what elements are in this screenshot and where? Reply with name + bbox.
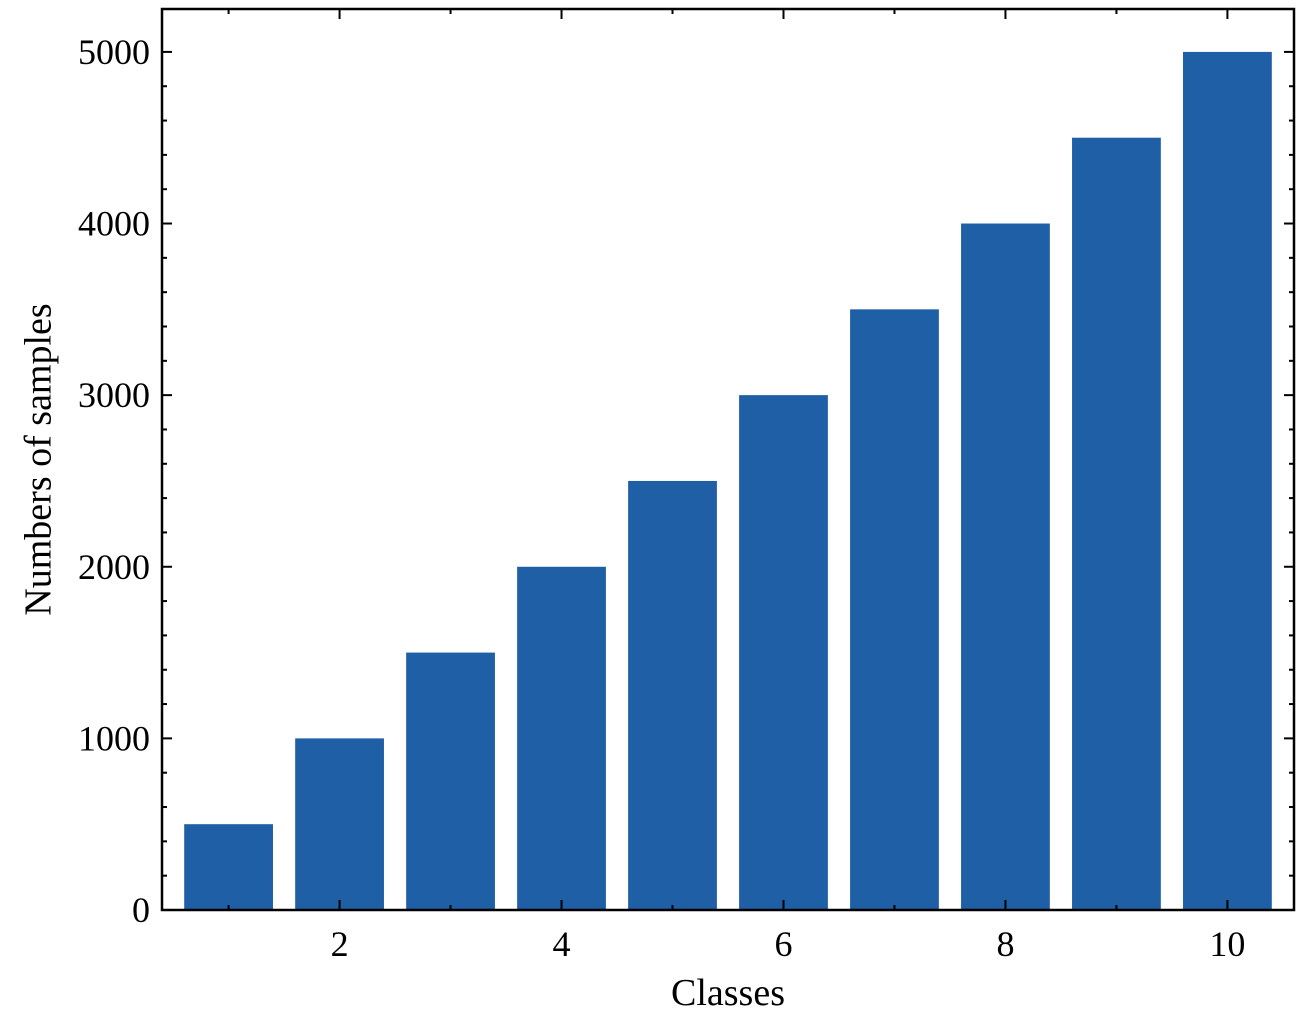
y-tick-label: 2000 (78, 547, 150, 587)
x-tick-label: 2 (331, 924, 349, 964)
bar-class-4 (517, 566, 606, 910)
bar-class-7 (850, 309, 939, 910)
bar-class-2 (295, 738, 384, 910)
y-tick-labels: 0 1000 2000 3000 4000 5000 (78, 32, 150, 930)
bar-class-10 (1183, 51, 1272, 910)
bar-class-9 (1072, 137, 1161, 910)
x-tick-label: 6 (774, 924, 792, 964)
x-tick-label: 8 (996, 924, 1014, 964)
x-tick-label: 4 (553, 924, 571, 964)
bar-class-6 (739, 395, 828, 911)
y-tick-label: 3000 (78, 375, 150, 415)
bar-class-5 (628, 480, 717, 910)
x-axis-label: Classes (671, 972, 785, 1014)
y-axis-label: Numbers of samples (18, 303, 60, 615)
y-tick-label: 4000 (78, 204, 150, 244)
y-tick-label: 0 (132, 890, 150, 930)
bar-class-3 (406, 652, 495, 910)
bars-group (184, 51, 1272, 911)
plot-frame (160, 7, 1296, 912)
y-tick-label: 1000 (78, 718, 150, 758)
bar-class-1 (184, 824, 273, 910)
y-tick-label: 5000 (78, 32, 150, 72)
x-tick-label: 10 (1209, 924, 1245, 964)
x-tick-labels: 2 4 6 8 10 (331, 924, 1246, 964)
bar-class-8 (961, 223, 1050, 910)
